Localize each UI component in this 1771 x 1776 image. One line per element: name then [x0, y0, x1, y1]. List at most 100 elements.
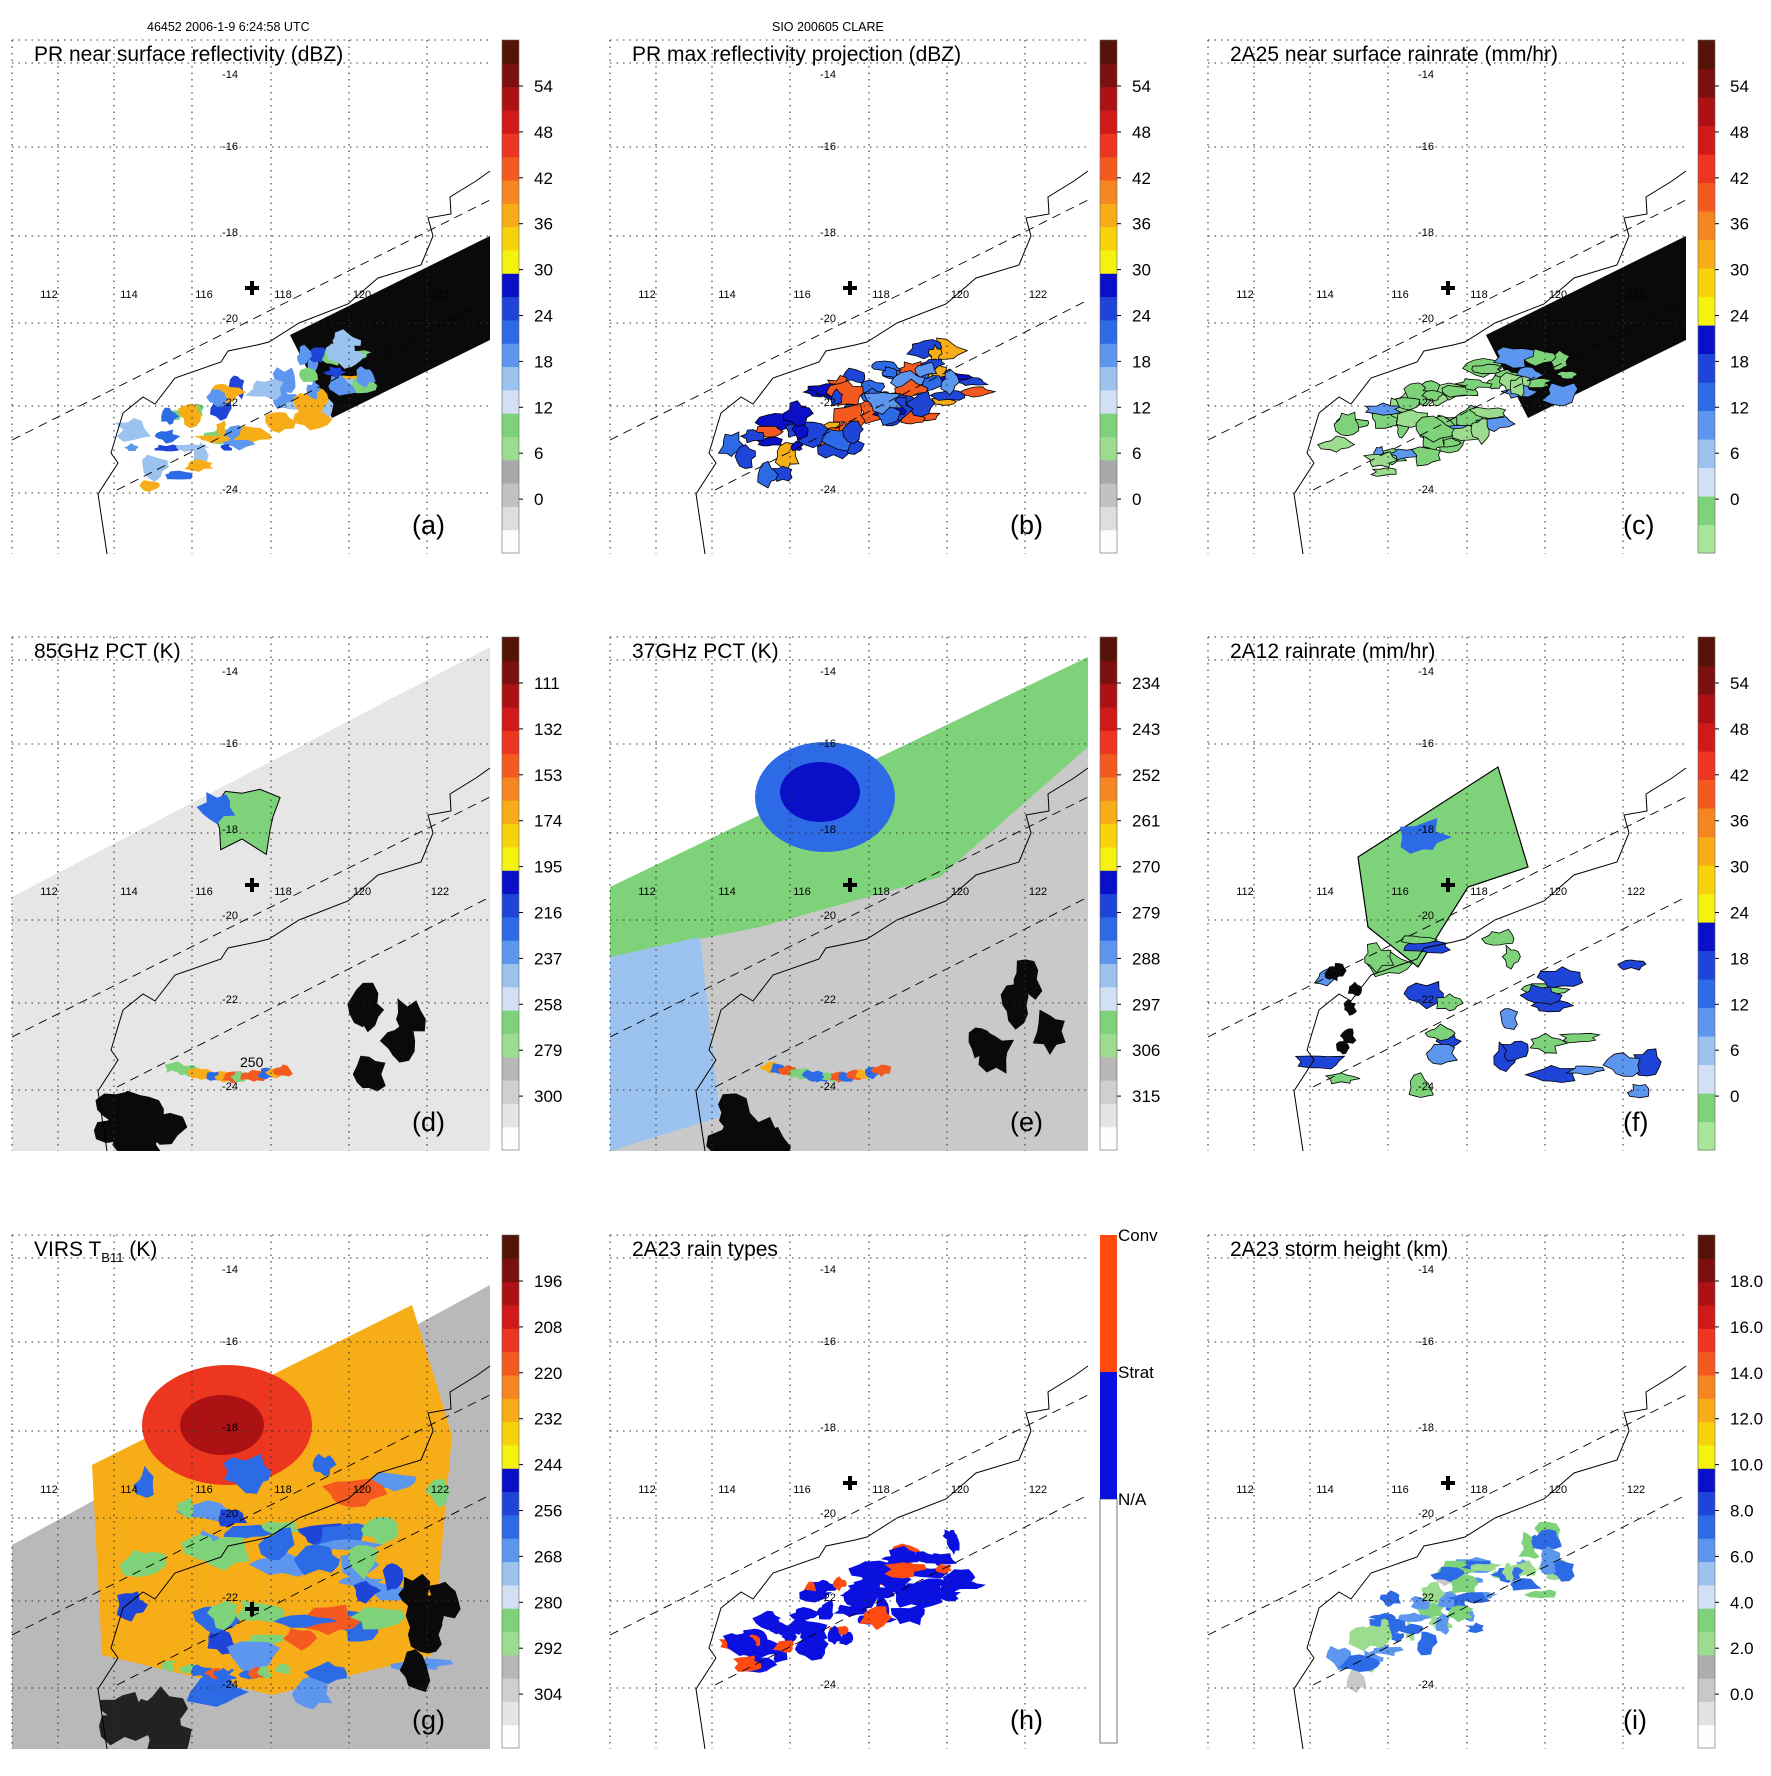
- swath-edge-lower: [116, 896, 491, 1088]
- precip-cell: [884, 1562, 927, 1579]
- panel-d: -14 -16 -18 -20 -22 -24 112 114 116 118 120 122 250 8…: [11, 636, 562, 1152]
- latitude-label: -14: [820, 666, 836, 678]
- precip-cell: [833, 1604, 868, 1617]
- land-mask: [352, 1055, 386, 1092]
- colorbar-swatch: [502, 1538, 519, 1563]
- colorbar-swatch: [1100, 413, 1117, 438]
- precip-cell: [1421, 389, 1444, 402]
- latitude-label: -22: [222, 1592, 238, 1604]
- colorbar-swatch: [502, 1010, 519, 1035]
- latitude-label: -20: [1418, 910, 1434, 922]
- colorbar-label: 24: [534, 307, 553, 326]
- precip-cell: [842, 420, 864, 445]
- precip-cell: [1317, 435, 1356, 453]
- longitude-label: 112: [638, 886, 656, 898]
- colorbar-swatch: [502, 1056, 519, 1081]
- colorbar-swatch: [1100, 203, 1117, 228]
- colorbar-frame: [1697, 1234, 1716, 1749]
- rain-cell: [1565, 1065, 1606, 1076]
- colorbar-swatch: [1100, 109, 1117, 134]
- precip-cell: [1415, 415, 1456, 443]
- colorbar-label: 36: [534, 215, 553, 234]
- colorbar-label: 304: [534, 1685, 562, 1704]
- colorbar-label: 42: [1730, 169, 1749, 188]
- panel-title: 37GHz PCT (K): [632, 640, 779, 663]
- colorbar-label: 270: [1132, 858, 1160, 877]
- precip-cell: [177, 403, 202, 429]
- colorbar-swatch: [502, 1304, 519, 1329]
- colorbar-swatch: [1698, 1561, 1715, 1586]
- colorbar-label: 216: [534, 904, 562, 923]
- colorbar-swatch: [502, 823, 519, 848]
- latitude-label: -14: [1418, 69, 1434, 81]
- latitude-label: -16: [222, 738, 238, 750]
- colorbar-swatch: [1100, 156, 1117, 181]
- latitude-label: -14: [820, 69, 836, 81]
- precip-cell: [843, 1584, 868, 1608]
- longitude-label: 118: [1470, 1484, 1488, 1496]
- precip-cell: [233, 425, 271, 443]
- colorbar-label: 174: [534, 812, 562, 831]
- colorbar-swatch: [1698, 665, 1715, 695]
- panel-title-tail: (K): [123, 1238, 157, 1261]
- colorbar-swatch: [1100, 296, 1117, 321]
- colorbar-swatch: [1100, 683, 1117, 708]
- colorbar-swatch: [502, 706, 519, 731]
- colorbar-swatch: [502, 296, 519, 321]
- colorbar-swatch: [1698, 1724, 1715, 1749]
- colorbar-frame: [1099, 636, 1118, 1151]
- precip-cell: [1395, 397, 1421, 411]
- colorbar-swatch: [502, 776, 519, 801]
- colorbar-swatch: [502, 1468, 519, 1493]
- latitude-label: -14: [222, 1264, 238, 1276]
- colorbar-swatch: [1100, 133, 1117, 158]
- colorbar-swatch: [502, 273, 519, 298]
- colorbar-swatch: [502, 413, 519, 438]
- colorbar-swatch: [1100, 963, 1117, 988]
- panel-g: -14 -16 -18 -20 -22 -24 112 114 116 118 120 122 VIRS…: [11, 1234, 562, 1750]
- land-mask: [978, 1031, 1015, 1074]
- longitude-label: 116: [793, 886, 811, 898]
- colorbar-swatch: [502, 1235, 519, 1259]
- cloud-cell: [133, 1465, 154, 1498]
- colorbar-swatch: [1698, 97, 1715, 127]
- longitude-label: 112: [638, 289, 656, 301]
- colorbar-swatch: [502, 1374, 519, 1399]
- colorbar-label: 18: [1132, 352, 1151, 371]
- swath-edge-lower: [714, 299, 1089, 491]
- rain-cell: [1436, 993, 1464, 1012]
- cloud-cell: [227, 1641, 281, 1677]
- precip-cell: [1411, 446, 1441, 467]
- longitude-label: 122: [1627, 1484, 1645, 1496]
- colorbar-swatch: [502, 1281, 519, 1306]
- colorbar-label: 6: [534, 444, 543, 463]
- precip-cell: [769, 1618, 783, 1635]
- colorbar-swatch: [1698, 154, 1715, 184]
- colorbar-swatch: [502, 1561, 519, 1586]
- rain-cell: [1500, 1040, 1529, 1062]
- colorbar-label: 24: [1132, 307, 1151, 326]
- colorbar-swatch: [1698, 1258, 1715, 1283]
- colorbar-swatch: [1100, 1010, 1117, 1035]
- coastline: [1293, 170, 1687, 555]
- colorbar-swatch: [1100, 1033, 1117, 1058]
- colorbar-label: 30: [1730, 261, 1749, 280]
- colorbar-swatch: [1100, 706, 1117, 731]
- colorbar-label: 14.0: [1730, 1364, 1763, 1383]
- latitude-label: -24: [222, 484, 238, 496]
- colorbar-swatch: [1698, 836, 1715, 866]
- colorbar-label: 0: [1730, 490, 1739, 509]
- convective-cell: [870, 1064, 892, 1077]
- panel-imagery-d: [12, 647, 490, 1151]
- colorbar-swatch: [1698, 865, 1715, 895]
- precip-cell: [799, 1609, 819, 1620]
- colorbar-label: 42: [1132, 169, 1151, 188]
- longitude-label: 114: [120, 1484, 138, 1496]
- cloud-cell: [176, 1497, 194, 1518]
- precip-cell: [328, 374, 357, 396]
- colorbar-swatch: [1100, 483, 1117, 507]
- latitude-label: -22: [820, 397, 836, 409]
- convective-cell: [272, 1064, 293, 1077]
- latitude-label: -16: [222, 141, 238, 153]
